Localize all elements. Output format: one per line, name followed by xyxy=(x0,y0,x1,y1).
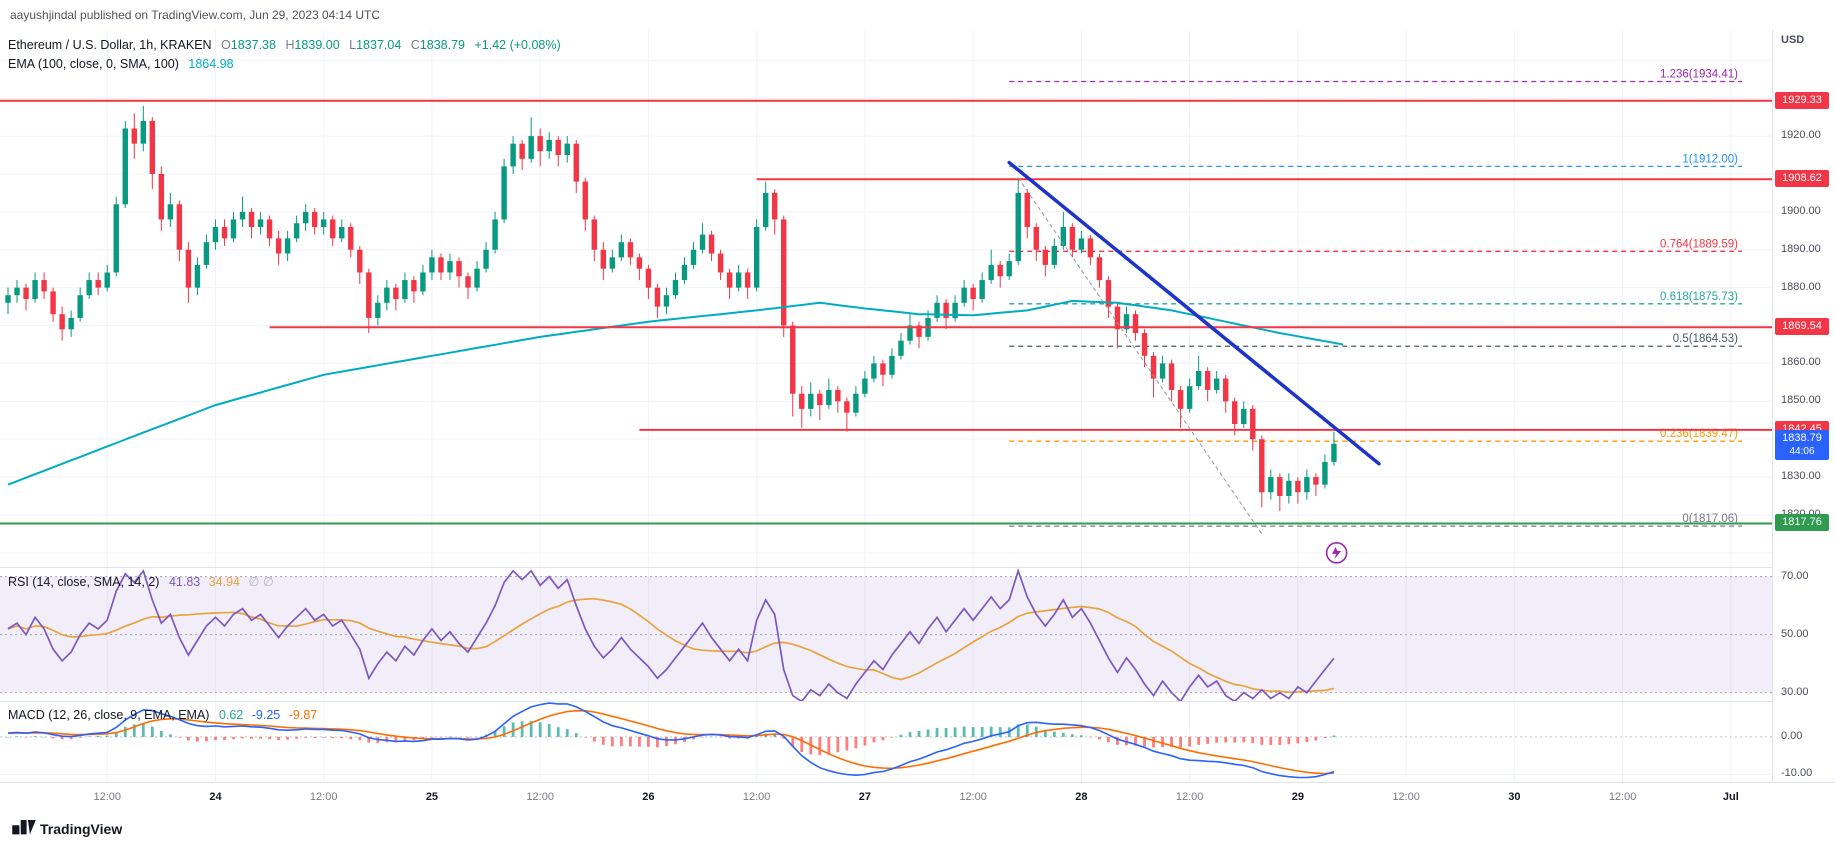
main-price-pane[interactable]: 1.236(1934.41) 1(1912.00) 0.764(1889.59) 0.… xyxy=(0,30,1772,568)
symbol-legend[interactable]: Ethereum / U.S. Dollar, 1h, KRAKEN O1837… xyxy=(8,36,561,74)
tradingview-logo-text[interactable]: TradingView xyxy=(40,821,123,837)
time-tick-label: 12:00 xyxy=(1392,791,1420,803)
change-value: +1.42 (+0.08%) xyxy=(474,38,561,52)
macd-indicator-title[interactable]: MACD (12, 26, close, 9, EMA, EMA) xyxy=(8,708,210,722)
low-value: 1837.04 xyxy=(356,38,402,52)
fib-level-label: 0(1817.06) xyxy=(1682,513,1738,525)
rsi-tick-label: 70.00 xyxy=(1781,569,1809,582)
time-tick-label: 12:00 xyxy=(1608,791,1637,803)
time-tick-label: 12:00 xyxy=(526,791,554,803)
time-tick-label: Jul xyxy=(1722,791,1739,803)
high-value: 1839.00 xyxy=(294,38,340,52)
price-tick-label: 1860.00 xyxy=(1781,356,1821,369)
time-tick-label: 28 xyxy=(1075,791,1088,803)
price-level-badge: 1908.62 xyxy=(1775,170,1829,188)
rsi-pane[interactable] xyxy=(0,568,1772,702)
high-label: H xyxy=(285,38,295,52)
close-value: 1838.79 xyxy=(419,38,465,52)
fib-level-label: 0.764(1889.59) xyxy=(1660,238,1738,250)
rsi-tick-label: 50.00 xyxy=(1781,627,1809,640)
fib-level-label: 0.618(1875.73) xyxy=(1660,291,1738,303)
ema-indicator-title[interactable]: EMA (100, close, 0, SMA, 100) xyxy=(8,57,179,71)
pane-separator[interactable] xyxy=(0,567,1835,568)
rsi-tick-label: 30.00 xyxy=(1781,685,1809,698)
low-label: L xyxy=(349,38,357,52)
open-value: 1837.38 xyxy=(230,38,276,52)
guide-dashed-line[interactable] xyxy=(1017,177,1263,535)
rsi-indicator-title[interactable]: RSI (14, close, SMA, 14, 2) xyxy=(8,575,160,589)
price-tick-label: 1920.00 xyxy=(1781,129,1821,142)
time-axis[interactable]: 12:00 24 12:00 25 12:00 26 12:00 27 12:00 28 12:00… xyxy=(0,782,1835,813)
price-tick-label: 1880.00 xyxy=(1781,280,1821,293)
time-tick-label: 29 xyxy=(1291,791,1304,803)
currency-label: USD xyxy=(1781,34,1805,46)
time-tick-label: 24 xyxy=(209,791,222,803)
price-tick-label: 1890.00 xyxy=(1781,242,1821,255)
macd-signal-line xyxy=(7,709,1334,775)
logo-bar: TradingView xyxy=(0,812,1835,845)
macd-pane[interactable] xyxy=(0,702,1772,782)
publisher-text: aayushjindal published on TradingView.co… xyxy=(10,8,381,22)
rsi-empty-values: ∅ ∅ xyxy=(248,575,274,589)
fib-level-label: 0.5(1864.53) xyxy=(1673,333,1738,345)
macd-tick-label: 0.00 xyxy=(1781,729,1803,742)
price-level-badge: 1817.76 xyxy=(1775,514,1829,532)
time-tick-label: 12:00 xyxy=(959,791,987,803)
pane-separator[interactable] xyxy=(0,701,1835,702)
price-level-badge: 1929.33 xyxy=(1775,91,1829,109)
macd-signal-value: -9.87 xyxy=(288,708,318,722)
bar-countdown: 44:06 xyxy=(1789,445,1815,457)
close-label: C xyxy=(410,38,420,52)
candles-layer xyxy=(5,105,1337,512)
price-axis[interactable]: USD 1920.00 1900.00 1890.00 1880.00 1860.00 1… xyxy=(1772,30,1835,782)
open-label: O xyxy=(221,38,231,52)
tradingview-logo-icon[interactable] xyxy=(12,820,36,837)
rsi-ma-value: 34.94 xyxy=(208,575,240,589)
fib-level-label: 0.236(1839.47) xyxy=(1660,428,1738,440)
trendline[interactable] xyxy=(1007,160,1381,466)
macd-tick-label: -10.00 xyxy=(1781,767,1813,780)
rsi-line xyxy=(7,568,1335,702)
macd-line-value: -9.25 xyxy=(251,708,281,722)
ema-indicator-value: 1864.98 xyxy=(188,57,234,71)
time-tick-label: 25 xyxy=(425,791,439,803)
ema-line xyxy=(7,299,1344,486)
time-tick-label: 12:00 xyxy=(93,791,121,803)
time-tick-label: 12:00 xyxy=(1175,791,1204,803)
time-tick-label: 27 xyxy=(858,791,872,803)
price-tick-label: 1830.00 xyxy=(1781,470,1821,483)
symbol-title[interactable]: Ethereum / U.S. Dollar, 1h, KRAKEN xyxy=(8,38,212,52)
current-price-badge: 1838.79 44:06 xyxy=(1775,429,1829,460)
time-tick-label: 30 xyxy=(1508,791,1521,803)
lightning-bolt-icon xyxy=(1332,546,1342,559)
rsi-ma-line xyxy=(7,597,1335,694)
time-tick-label: 12:00 xyxy=(309,791,338,803)
rsi-legend[interactable]: RSI (14, close, SMA, 14, 2) 41.83 34.94 … xyxy=(8,573,274,592)
macd-line xyxy=(7,702,1335,779)
macd-histogram-value: 0.62 xyxy=(218,708,244,722)
price-level-badge: 1869.54 xyxy=(1775,318,1829,336)
fib-level-label: 1(1912.00) xyxy=(1682,153,1738,165)
time-tick-label: 26 xyxy=(642,791,655,803)
publisher-bar: aayushjindal published on TradingView.co… xyxy=(0,0,1835,30)
price-tick-label: 1900.00 xyxy=(1781,204,1821,217)
macd-legend[interactable]: MACD (12, 26, close, 9, EMA, EMA) 0.62 -… xyxy=(8,706,317,725)
fib-level-label: 1.236(1934.41) xyxy=(1660,68,1738,80)
rsi-value: 41.83 xyxy=(168,575,201,589)
price-tick-label: 1850.00 xyxy=(1781,394,1821,407)
time-tick-label: 12:00 xyxy=(742,791,771,803)
lightning-marker-icon[interactable] xyxy=(1325,542,1348,564)
